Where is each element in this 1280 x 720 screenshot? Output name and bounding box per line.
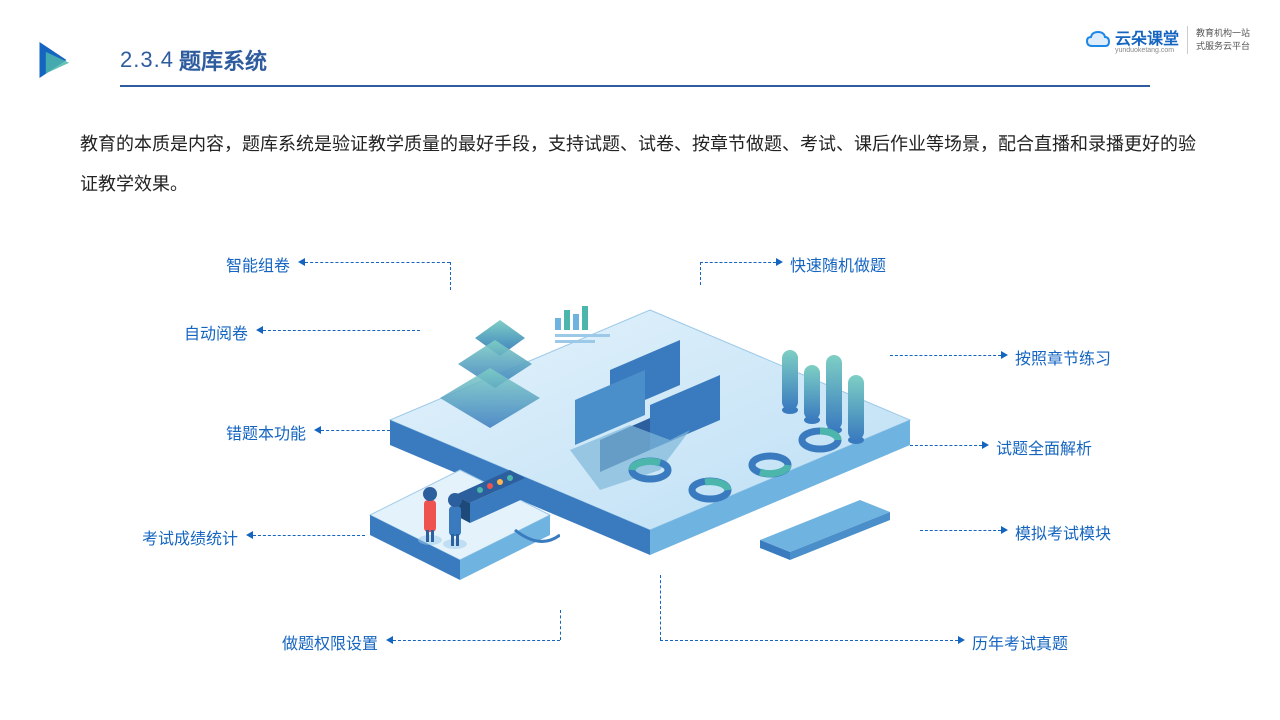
connector-line	[910, 445, 982, 446]
connector-arrow	[246, 531, 253, 539]
connector-arrow	[1001, 526, 1008, 534]
connector-line	[700, 262, 776, 263]
feature-diagram: 智能组卷自动阅卷错题本功能考试成绩统计做题权限设置 快速随机做题按照章节练习试题全…	[0, 230, 1280, 680]
logo-cloud: 云朵课堂 yunduoketang.com	[1085, 25, 1179, 54]
feature-label-left-4: 做题权限设置	[282, 630, 378, 654]
feature-label-left-1: 自动阅卷	[184, 320, 248, 344]
connector-line	[450, 262, 451, 290]
feature-label-left-0: 智能组卷	[226, 252, 290, 276]
tagline-line2: 式服务云平台	[1196, 40, 1250, 53]
connector-line	[305, 262, 450, 263]
connector-line	[263, 330, 420, 331]
connector-line	[700, 262, 701, 285]
connector-line	[321, 430, 390, 431]
connector-arrow	[386, 636, 393, 644]
connector-line	[560, 610, 561, 640]
connector-line	[660, 640, 958, 641]
connector-line	[393, 640, 560, 641]
section-number: 2.3.4	[120, 47, 174, 73]
slide-description: 教育的本质是内容，题库系统是验证教学质量的最好手段，支持试题、试卷、按章节做题、…	[80, 125, 1200, 204]
feature-label-right-1: 按照章节练习	[1015, 345, 1111, 369]
connector-arrow	[298, 258, 305, 266]
feature-label-right-3: 模拟考试模块	[1015, 520, 1111, 544]
logo-subtext: yunduoketang.com	[1115, 47, 1179, 54]
feature-label-right-2: 试题全面解析	[996, 435, 1092, 459]
connector-arrow	[314, 426, 321, 434]
connector-line	[660, 575, 661, 640]
connector-arrow	[256, 326, 263, 334]
connector-line	[253, 535, 365, 536]
brand-logo: 云朵课堂 yunduoketang.com 教育机构一站 式服务云平台	[1085, 25, 1250, 54]
connector-line	[890, 355, 1001, 356]
play-icon	[35, 35, 80, 85]
connector-line	[920, 530, 1001, 531]
logo-divider	[1187, 26, 1188, 54]
feature-label-right-4: 历年考试真题	[972, 630, 1068, 654]
connector-arrow	[982, 441, 989, 449]
section-title: 题库系统	[179, 44, 267, 76]
connector-arrow	[1001, 351, 1008, 359]
logo-text: 云朵课堂	[1115, 25, 1179, 49]
connector-arrow	[958, 636, 965, 644]
logo-tagline: 教育机构一站 式服务云平台	[1196, 27, 1250, 52]
connector-arrow	[776, 258, 783, 266]
tagline-line1: 教育机构一站	[1196, 27, 1250, 40]
feature-label-left-3: 考试成绩统计	[142, 525, 238, 549]
iso-platform-small	[360, 460, 560, 620]
title-underline	[120, 85, 1150, 87]
feature-label-right-0: 快速随机做题	[790, 252, 886, 276]
feature-label-left-2: 错题本功能	[226, 420, 306, 444]
